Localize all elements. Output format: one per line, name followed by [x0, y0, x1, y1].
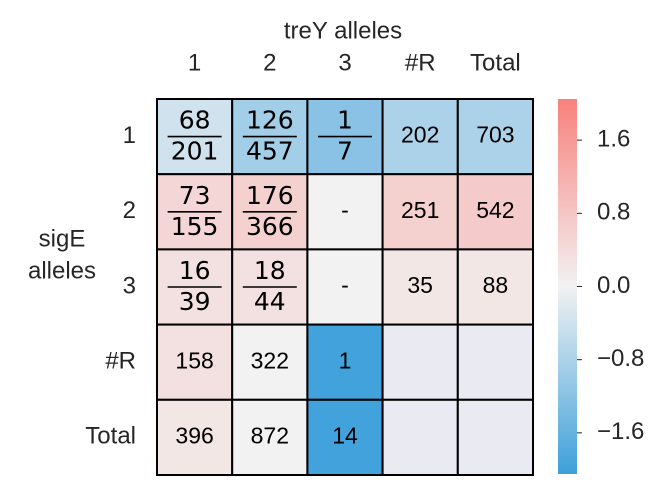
cell-label: 703: [476, 122, 514, 148]
colorbar: [558, 99, 577, 474]
cell-numerator: 16: [179, 256, 211, 285]
colorbar-tick-label: 0.8: [597, 199, 630, 226]
cell-denominator: 44: [254, 287, 286, 316]
cell-numerator: 18: [254, 256, 286, 285]
heatmap-cell: [381, 323, 459, 401]
heatmap-cell: [456, 248, 534, 326]
cell-numerator: 1: [337, 106, 353, 135]
cell-numerator: 68: [179, 106, 211, 135]
heatmap-cell: [306, 248, 384, 326]
heatmap-cell: [456, 173, 534, 251]
cell-label: 542: [476, 197, 514, 223]
cell-label: 396: [175, 422, 213, 448]
heatmap-cell: [381, 173, 459, 251]
cell-label: 322: [251, 347, 289, 373]
y-tick-label: 3: [123, 272, 136, 299]
x-tick-label: 1: [188, 49, 201, 76]
cell-denominator: 7: [337, 137, 353, 166]
cell-denominator: 201: [171, 137, 219, 166]
heatmap-cell: [156, 323, 234, 401]
heatmap-cell: [381, 398, 459, 476]
cell-numerator: 176: [246, 181, 294, 210]
heatmap-cell: [456, 323, 534, 401]
colorbar-tick-label: −0.8: [597, 345, 644, 372]
y-tick-label: 2: [123, 197, 136, 224]
y-tick-label: 1: [123, 122, 136, 149]
cell-label: 158: [175, 347, 213, 373]
cell-denominator: 366: [246, 212, 294, 241]
x-tick-label: Total: [470, 49, 521, 76]
cell-label: 14: [332, 422, 358, 448]
chart-title: treY alleles: [284, 17, 402, 44]
cell-denominator: 457: [246, 137, 294, 166]
heatmap-cell: [306, 398, 384, 476]
heatmap-cell: [381, 248, 459, 326]
colorbar-tick-label: −1.6: [597, 418, 644, 445]
x-tick-label: #R: [405, 49, 436, 76]
x-tick-label: 3: [338, 49, 351, 76]
cell-label: 1: [339, 347, 352, 373]
y-axis-label: sigE: [39, 225, 86, 252]
x-tick-label: 2: [263, 49, 276, 76]
y-tick-label: #R: [105, 348, 136, 375]
cell-numerator: 126: [246, 106, 294, 135]
cell-label: -: [341, 272, 349, 298]
heatmap-cell: [231, 398, 309, 476]
colorbar-tick-label: 0.0: [597, 272, 630, 299]
cell-denominator: 155: [171, 212, 219, 241]
cell-label: 251: [401, 197, 439, 223]
cell-label: 88: [483, 272, 509, 298]
cell-denominator: 39: [179, 287, 211, 316]
heatmap-cell: [456, 398, 534, 476]
colorbar-tick-label: 1.6: [597, 126, 630, 153]
cell-label: 872: [251, 422, 289, 448]
cell-numerator: 73: [179, 181, 211, 210]
cell-label: 35: [407, 272, 433, 298]
y-axis-label: alleles: [28, 257, 96, 284]
cell-label: -: [341, 197, 349, 223]
y-tick-label: Total: [85, 423, 136, 450]
heatmap-cell: [156, 398, 234, 476]
cell-label: 202: [401, 122, 439, 148]
heatmap-cell: [231, 323, 309, 401]
